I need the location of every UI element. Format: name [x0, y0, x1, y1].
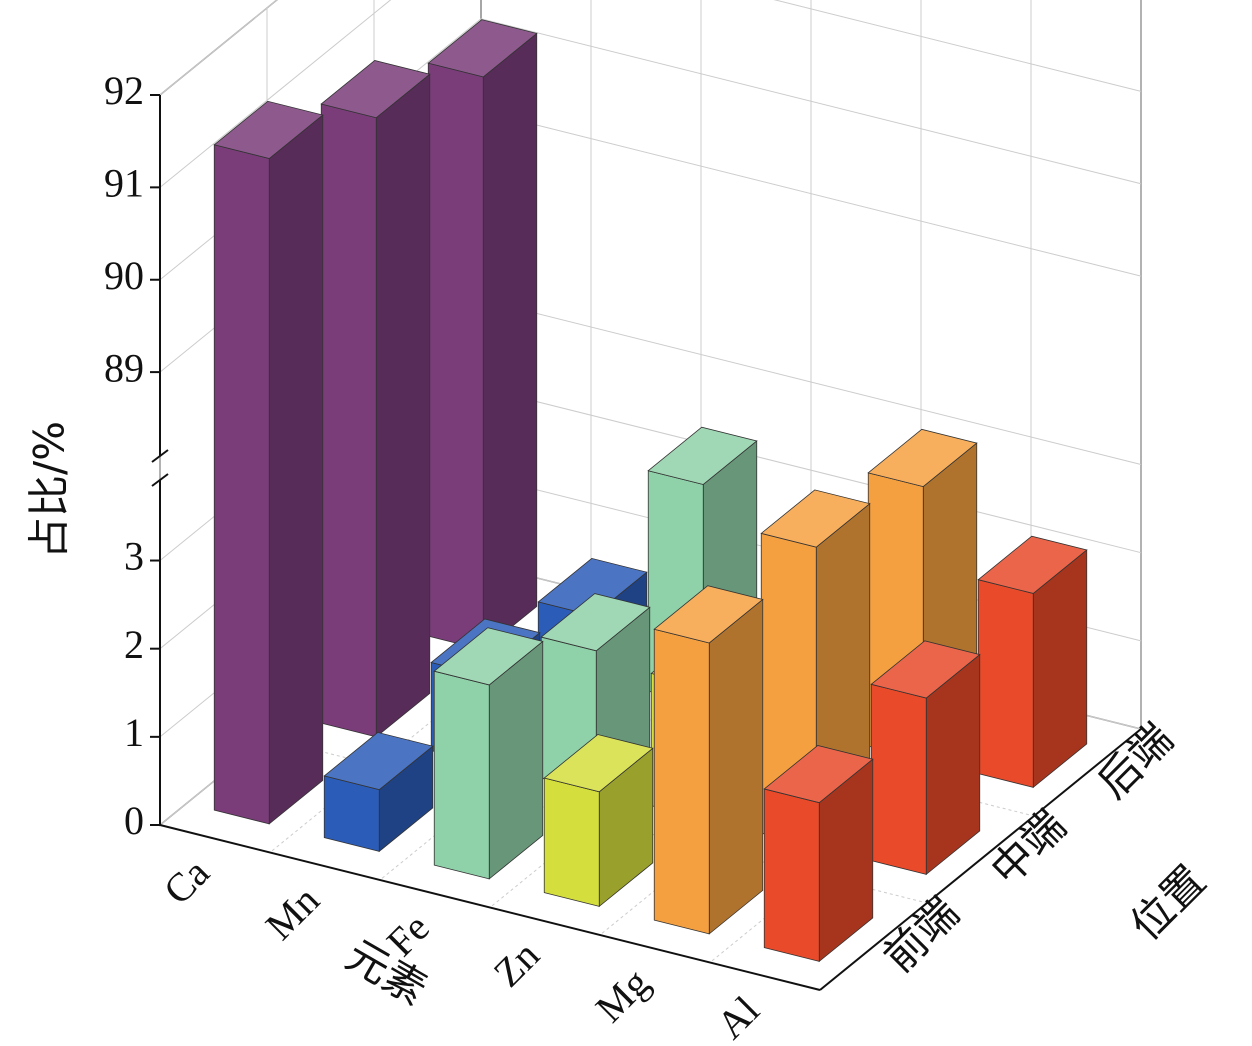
bar [433, 627, 544, 880]
bar [320, 60, 431, 738]
bar-front [433, 670, 490, 880]
bar-top [653, 585, 764, 644]
bar-front [763, 788, 820, 962]
bar-front [653, 628, 710, 935]
bar-side [708, 598, 764, 935]
bar [427, 19, 538, 651]
y-tick-label: 89 [104, 345, 144, 390]
y-tick-label: 91 [104, 161, 144, 206]
bar [653, 585, 764, 935]
z-tick-label: 后端 [1088, 714, 1182, 808]
y-axis-title: 占比/% [25, 421, 74, 559]
bar [763, 745, 874, 963]
bar-side [268, 114, 324, 825]
bar-front [213, 144, 270, 825]
bar-top [647, 426, 758, 485]
grid-line [159, 0, 1142, 188]
x-tick-label: Zn [485, 932, 548, 995]
axis-break [151, 473, 169, 487]
y-tick-label: 2 [124, 622, 144, 667]
bar-top [867, 428, 978, 488]
bar-side [482, 32, 538, 651]
z-tick-label: 中端 [981, 801, 1075, 895]
bar [213, 100, 324, 825]
bar [977, 535, 1088, 789]
axis-break [151, 449, 169, 463]
bar-top [213, 100, 324, 159]
bar [543, 734, 654, 908]
bar [870, 640, 981, 876]
bar-top [763, 745, 874, 804]
z-axis [819, 728, 1142, 991]
y-tick-label: 92 [104, 68, 144, 113]
grid-line [159, 0, 278, 96]
bar-top [320, 60, 431, 119]
bar-top [433, 627, 544, 686]
bar-top [870, 640, 981, 699]
bar-front [320, 103, 377, 738]
bar-side [375, 73, 431, 738]
bar-top [540, 593, 651, 652]
bar-front [543, 777, 600, 907]
y-tick-label: 3 [124, 534, 144, 579]
x-tick-label: Ca [155, 850, 218, 913]
x-tick-label: Al [708, 987, 768, 1046]
x-tick-label: Mg [587, 960, 658, 1031]
y-tick-label: 0 [124, 798, 144, 843]
x-tick-label: Mn [257, 877, 328, 948]
y-tick-label: 1 [124, 710, 144, 755]
z-tick-label: 前端 [874, 888, 968, 982]
bar [323, 731, 434, 853]
y-tick-label: 90 [104, 253, 144, 298]
bar-front [977, 579, 1034, 788]
bar-top [543, 734, 654, 793]
bar-front [870, 683, 927, 875]
z-axis-title: 位置 [1121, 856, 1215, 950]
x-axis [159, 824, 821, 991]
bar-top [760, 489, 871, 548]
bar-front [427, 62, 484, 651]
bar-top [323, 731, 434, 791]
bar-top [977, 535, 1088, 594]
bar-top [427, 19, 538, 78]
